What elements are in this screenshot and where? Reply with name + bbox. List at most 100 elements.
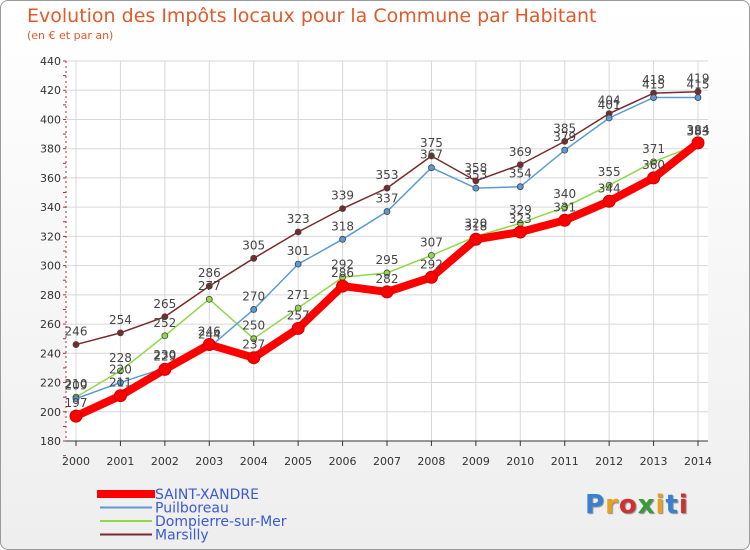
y-tick-label: 180: [40, 435, 61, 448]
data-point: [428, 251, 435, 259]
data-point: [605, 114, 613, 122]
x-tick-label: 2007: [373, 455, 401, 468]
data-label: 220: [109, 363, 132, 377]
x-tick-label: 2001: [106, 455, 134, 468]
data-label: 295: [376, 253, 399, 267]
logo-letter: i: [678, 490, 689, 520]
data-label: 323: [287, 212, 310, 226]
data-label: 246: [198, 325, 221, 339]
data-label: 379: [553, 130, 576, 144]
data-label: 384: [687, 123, 710, 137]
data-point: [472, 184, 480, 192]
chart-title: Evolution des Impôts locaux pour la Comm…: [27, 5, 597, 27]
data-label: 353: [464, 168, 487, 182]
logo-letter: P: [585, 490, 606, 520]
data-label: 401: [598, 98, 621, 112]
legend-label: Dompierre-sur-Mer: [155, 514, 287, 530]
data-label: 323: [509, 212, 532, 226]
data-label: 286: [331, 266, 354, 280]
data-point: [561, 137, 569, 145]
data-label: 257: [287, 308, 310, 322]
data-point: [113, 389, 127, 403]
data-label: 375: [420, 136, 443, 150]
data-label: 270: [242, 289, 265, 303]
data-label: 209: [65, 379, 88, 393]
x-tick-label: 2004: [240, 455, 268, 468]
data-label: 254: [109, 313, 132, 327]
data-point: [72, 341, 80, 348]
data-label: 252: [153, 316, 176, 330]
proxiti-logo: Proxiti: [585, 490, 689, 520]
data-point: [513, 225, 527, 239]
data-label: 318: [331, 219, 354, 233]
data-point: [250, 254, 258, 262]
data-label: 229: [153, 349, 176, 363]
legend-label: Marsilly: [155, 528, 209, 544]
data-label: 415: [687, 78, 710, 92]
data-label: 329: [509, 203, 532, 217]
data-label: 286: [198, 266, 221, 280]
data-label: 353: [376, 168, 399, 182]
data-label: 385: [553, 121, 576, 135]
data-label: 197: [65, 396, 88, 410]
data-point: [72, 395, 80, 403]
data-point: [558, 213, 572, 227]
y-tick-label: 360: [40, 172, 61, 185]
x-tick-label: 2014: [684, 455, 712, 468]
legend-label: SAINT-XANDRE: [155, 487, 259, 503]
data-label: 339: [331, 189, 354, 203]
data-label: 355: [598, 165, 621, 179]
x-tick-label: 2009: [462, 455, 490, 468]
data-point: [424, 270, 438, 284]
data-point: [161, 313, 169, 321]
data-point: [650, 94, 657, 101]
data-label: 331: [553, 200, 576, 214]
x-tick-label: 2013: [640, 455, 668, 468]
data-point: [516, 183, 524, 191]
data-label: 369: [509, 145, 532, 159]
y-tick-label: 280: [40, 289, 61, 302]
data-point: [294, 260, 302, 268]
data-label: 237: [242, 338, 265, 352]
legend: SAINT-XANDREPuilboreauDompierre-sur-MerM…: [97, 487, 287, 544]
data-point: [694, 94, 702, 101]
logo-letter: r: [605, 490, 619, 520]
data-label: 318: [464, 219, 487, 233]
data-point: [250, 306, 258, 313]
data-point: [472, 177, 480, 185]
data-point: [339, 235, 346, 243]
data-point: [294, 228, 302, 236]
data-point: [383, 208, 391, 215]
data-point: [561, 146, 569, 154]
data-point: [602, 194, 616, 208]
data-point: [205, 282, 213, 290]
data-point: [161, 332, 169, 340]
data-label: 230: [153, 348, 176, 362]
x-tick-label: 2010: [506, 455, 534, 468]
data-point: [205, 295, 213, 303]
data-label: 358: [464, 161, 487, 175]
logo-letter: t: [665, 490, 679, 520]
data-point: [383, 184, 391, 192]
data-point: [247, 351, 261, 365]
data-point: [383, 269, 391, 277]
data-point: [516, 161, 524, 169]
data-point: [428, 152, 435, 160]
data-label: 246: [65, 325, 88, 339]
data-label: 282: [376, 272, 399, 286]
y-tick-label: 340: [40, 201, 61, 214]
data-label: 292: [420, 257, 443, 271]
data-label: 307: [420, 235, 443, 249]
data-label: 292: [331, 257, 354, 271]
data-point: [647, 171, 661, 185]
x-tick-label: 2012: [595, 455, 623, 468]
series-lines: [69, 88, 705, 423]
data-point: [202, 338, 216, 352]
x-tick-label: 2002: [151, 455, 179, 468]
data-point: [117, 379, 124, 386]
data-label: 211: [109, 376, 132, 390]
data-point: [250, 335, 258, 343]
data-point: [339, 205, 346, 213]
data-point: [605, 181, 613, 189]
